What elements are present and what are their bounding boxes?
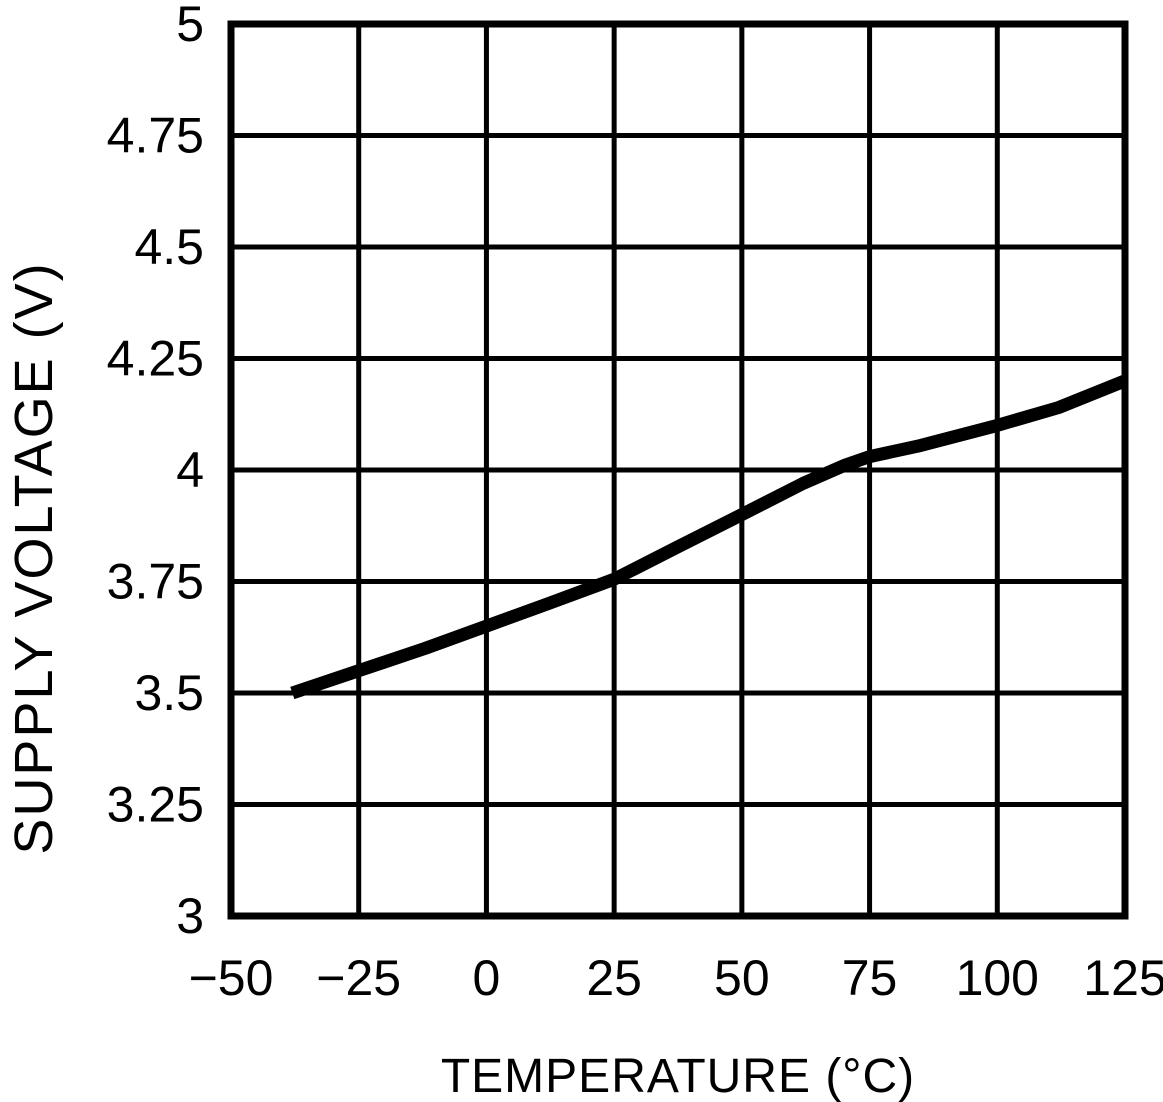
x-tick-label: 25 xyxy=(586,950,642,1006)
y-tick-label: 3.75 xyxy=(107,554,204,610)
y-tick-label: 4.25 xyxy=(107,331,204,387)
y-tick-label: 3 xyxy=(176,888,204,944)
x-tick-label: −25 xyxy=(316,950,401,1006)
x-tick-label: −50 xyxy=(189,950,274,1006)
x-tick-label: 125 xyxy=(1083,950,1163,1006)
data-curve-supply_voltage_vs_temperature xyxy=(290,374,1128,700)
tick-layer: −50 −25 0 25 50 75 100 125 3 3.25 3.5 3.75 4 4.25 4.5 4… xyxy=(107,0,1163,1006)
y-tick-label: 4.75 xyxy=(107,108,204,164)
y-axis-title: SUPPLY VOLTAGE (V) xyxy=(4,261,64,854)
plot-border xyxy=(227,20,1129,920)
grid-layer xyxy=(227,20,1129,920)
x-tick-label: 50 xyxy=(714,950,770,1006)
series-layer xyxy=(290,374,1128,700)
y-tick-label: 4.5 xyxy=(134,219,204,275)
x-tick-label: 75 xyxy=(842,950,898,1006)
x-tick-label: 0 xyxy=(473,950,501,1006)
y-tick-label: 3.5 xyxy=(134,665,204,721)
y-tick-label: 3.25 xyxy=(107,777,204,833)
x-tick-label: 100 xyxy=(956,950,1039,1006)
y-tick-label: 4 xyxy=(176,442,204,498)
x-axis-title: TEMPERATURE (°C) xyxy=(441,1050,915,1102)
y-tick-label: 5 xyxy=(176,0,204,52)
